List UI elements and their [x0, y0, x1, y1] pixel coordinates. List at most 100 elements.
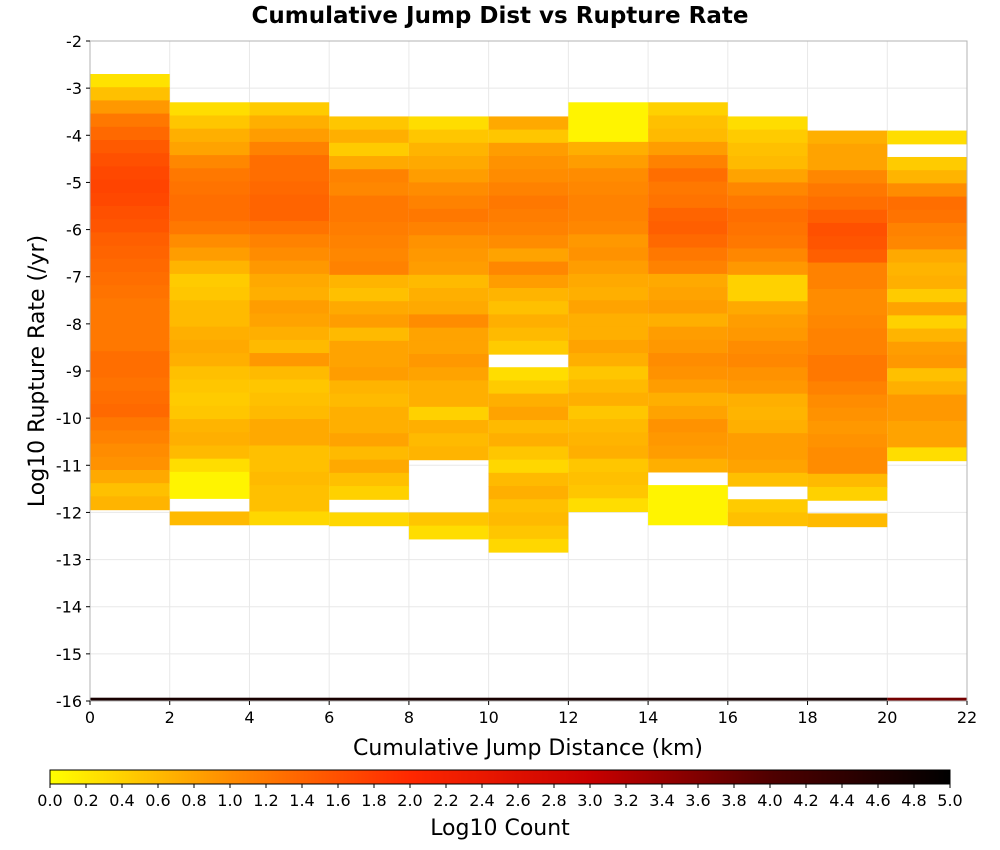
heatmap-cell — [249, 102, 330, 117]
heatmap-cell — [807, 275, 888, 290]
heatmap-cell — [568, 207, 649, 222]
heatmap-cell — [887, 407, 967, 422]
heatmap-cell — [727, 222, 808, 236]
heatmap-cell — [408, 195, 489, 210]
heatmap-cell — [90, 219, 170, 233]
colorbar-tick-label: 3.2 — [613, 791, 638, 810]
heatmap-cell — [727, 288, 808, 302]
heatmap-cell — [887, 209, 967, 224]
heatmap-cell — [568, 485, 649, 499]
heatmap-cell — [408, 182, 489, 197]
x-tick-label: 18 — [797, 708, 817, 727]
heatmap-cell — [408, 406, 489, 421]
colorbar-tick-label: 1.0 — [217, 791, 242, 810]
colorbar-tick-label: 3.4 — [649, 791, 674, 810]
heatmap-cell — [90, 404, 170, 418]
heatmap-cell — [329, 182, 409, 197]
y-tick-label: -4 — [66, 126, 82, 145]
heatmap-cell — [648, 221, 728, 235]
heatmap-cell — [329, 222, 409, 236]
heatmap-cell — [408, 380, 489, 395]
heatmap-cell — [408, 248, 489, 263]
colorbar-tick-label: 2.6 — [505, 791, 530, 810]
heatmap-cell — [887, 196, 967, 211]
heatmap-cell — [90, 272, 170, 286]
heatmap-cell — [90, 192, 170, 207]
heatmap-cell — [887, 381, 967, 396]
colorbar-tick-label: 0.6 — [145, 791, 170, 810]
heatmap-cell — [568, 419, 649, 433]
heatmap-cell — [727, 459, 808, 474]
heatmap-cell — [329, 116, 409, 131]
heatmap-cell — [249, 155, 330, 169]
heatmap-cell — [807, 288, 888, 303]
heatmap-cell — [408, 393, 489, 408]
heatmap-cell — [90, 298, 170, 313]
heatmap-cell — [488, 340, 569, 355]
heatmap-cell — [727, 195, 808, 210]
heatmap-cell — [329, 261, 409, 276]
heatmap-cell — [169, 194, 250, 209]
heatmap-cell — [408, 142, 489, 157]
heatmap-cell — [807, 447, 888, 462]
heatmap-cell — [568, 326, 649, 341]
heatmap-cell — [329, 169, 409, 184]
heatmap-cell — [408, 420, 489, 434]
x-tick-label: 0 — [85, 708, 95, 727]
heatmap-cell — [329, 459, 409, 474]
heatmap-cell — [807, 341, 888, 356]
heatmap-cell — [249, 326, 330, 341]
colorbar-tick-label: 2.0 — [397, 791, 422, 810]
heatmap-cell — [807, 460, 888, 475]
heatmap-cell — [249, 247, 330, 262]
x-tick-label: 10 — [478, 708, 498, 727]
colorbar-tick-label: 4.8 — [901, 791, 926, 810]
heatmap-cell — [329, 314, 409, 329]
heatmap-cell — [408, 156, 489, 170]
heatmap-cell — [727, 261, 808, 276]
heatmap-cell — [488, 380, 569, 395]
heatmap-cell — [249, 353, 330, 367]
heatmap-cell — [727, 314, 808, 329]
heatmap-cell — [807, 434, 888, 448]
heatmap-cell — [169, 432, 250, 447]
x-tick-label: 20 — [877, 708, 897, 727]
heatmap-cell — [408, 314, 489, 329]
heatmap-cell — [169, 300, 250, 315]
heatmap-cell — [249, 471, 330, 486]
heatmap-cell — [648, 326, 728, 341]
heatmap-cell — [568, 102, 649, 117]
colorbar-tick-label: 3.8 — [721, 791, 746, 810]
heatmap-cell — [90, 496, 170, 511]
heatmap-cell — [648, 511, 728, 526]
heatmap-cell — [568, 221, 649, 235]
heatmap-cell — [488, 195, 569, 210]
heatmap-cell — [408, 116, 489, 131]
heatmap-cell — [727, 248, 808, 263]
colorbar-tick-label: 2.8 — [541, 791, 566, 810]
heatmap-cell — [408, 261, 489, 276]
heatmap-cell — [568, 445, 649, 460]
heatmap-cell — [807, 143, 888, 158]
x-tick-label: 16 — [718, 708, 738, 727]
heatmap-cell — [249, 485, 330, 499]
heatmap-cell — [648, 405, 728, 420]
heatmap-cell — [488, 156, 569, 170]
heatmap-cell — [90, 417, 170, 431]
heatmap-cell — [727, 354, 808, 368]
heatmap-cell — [568, 273, 649, 288]
heatmap-cell — [568, 155, 649, 169]
heatmap-cell — [169, 115, 250, 130]
heatmap-cell — [727, 156, 808, 170]
heatmap-cell — [807, 130, 888, 145]
heatmap-cell — [169, 102, 250, 117]
colorbar-tick-label: 1.6 — [325, 791, 350, 810]
heatmap-cell — [887, 328, 967, 343]
heatmap-cell — [329, 446, 409, 461]
heatmap-cell — [488, 222, 569, 236]
heatmap-cell — [727, 274, 808, 289]
heatmap-cell — [887, 249, 967, 264]
x-tick-label: 12 — [558, 708, 578, 727]
heatmap-cell — [90, 74, 170, 88]
